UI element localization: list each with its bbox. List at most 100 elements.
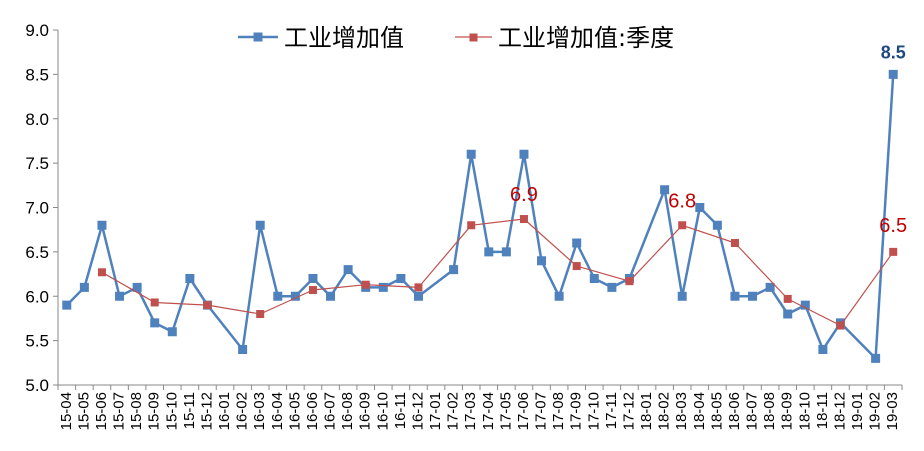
x-tick-label: 15-09 [146, 392, 163, 430]
series-1-point [554, 291, 564, 301]
series-2-point [783, 294, 792, 303]
series-1-point [537, 256, 547, 266]
series-1-point [290, 291, 300, 301]
legend-item-series-1: 工业增加值 [238, 24, 404, 52]
series-1-point [396, 274, 406, 283]
y-tick-label: 5.0 [25, 376, 49, 395]
series-1-point [677, 291, 687, 301]
x-tick-label: 16-10 [374, 392, 391, 430]
series-1-point [589, 274, 599, 283]
x-tick-label: 18-04 [691, 392, 708, 430]
x-tick-label: 16-04 [269, 392, 286, 430]
series-1-point [466, 149, 476, 159]
x-tick-label: 19-02 [867, 392, 884, 430]
x-tick-label: 16-01 [216, 392, 233, 430]
series-1-point [326, 291, 336, 301]
series-1-point [888, 69, 898, 79]
x-tick-label: 18-01 [638, 392, 655, 430]
x-tick-label: 15-07 [111, 392, 128, 430]
y-tick-label: 8.0 [25, 110, 49, 129]
x-tick-label: 17-06 [515, 392, 532, 430]
x-tick-label: 17-04 [480, 392, 497, 430]
series-2-point [308, 286, 317, 295]
data-label: 6.8 [668, 190, 696, 212]
series-2-point [414, 283, 423, 292]
axes: 5.05.56.06.57.07.58.08.59.015-04 15-05 15-… [25, 21, 903, 430]
series-1-point [730, 291, 740, 301]
series-1-point [97, 220, 107, 230]
series-2-point [678, 221, 687, 230]
series-1-point [255, 220, 265, 230]
series-1-point [800, 300, 810, 310]
x-tick-label: 17-05 [497, 392, 514, 430]
x-tick-label: 18-05 [708, 392, 725, 430]
series-1-point [695, 203, 705, 212]
x-tick-label: 17-11 [603, 392, 620, 429]
series-2-point [836, 321, 845, 330]
series-1-point [484, 247, 494, 257]
x-tick-label: 18-02 [656, 392, 673, 430]
series-1-point [818, 345, 828, 354]
x-tick-label: 16-02 [234, 392, 251, 430]
series-2-point [150, 298, 159, 307]
series-1 [62, 69, 898, 363]
x-tick-label: 16-09 [357, 392, 374, 430]
y-tick-label: 5.5 [25, 332, 49, 351]
legend-item-series-2: 工业增加值:季度 [455, 24, 674, 52]
series-2-point [730, 239, 739, 247]
series-1-point [607, 282, 617, 292]
x-tick-label: 15-11 [181, 392, 198, 429]
x-tick-label: 15-08 [128, 392, 145, 430]
x-tick-label: 18-08 [761, 392, 778, 430]
series-1-point [413, 291, 423, 301]
x-tick-label: 15-05 [75, 392, 92, 430]
legend: 工业增加值 工业增加值:季度 [238, 24, 674, 52]
x-tick-label: 15-04 [58, 392, 75, 430]
y-tick-label: 7.0 [25, 199, 49, 218]
y-tick-label: 6.0 [25, 287, 49, 306]
data-label: 6.5 [879, 215, 907, 237]
x-tick-label: 16-07 [322, 392, 339, 430]
series-1-point [150, 318, 160, 328]
y-tick-label: 8.5 [25, 65, 49, 84]
series-2-point [256, 310, 265, 318]
series-2 [97, 215, 898, 330]
series-1-point [62, 300, 72, 310]
series-2-point [361, 280, 370, 289]
x-tick-label: 16-12 [409, 392, 426, 430]
x-tick-label: 16-03 [251, 392, 268, 430]
series-1-point [748, 291, 758, 301]
x-tick-label: 17-02 [445, 392, 462, 430]
series-1-point [449, 265, 459, 275]
series-1-point [660, 185, 670, 195]
series-1-point [308, 274, 318, 283]
data-label: 6.9 [510, 184, 538, 206]
x-tick-label: 18-03 [673, 392, 690, 430]
x-tick-label: 18-12 [831, 392, 848, 430]
series-1-point [273, 291, 283, 301]
series-1-point [343, 265, 353, 275]
x-tick-label: 17-07 [533, 392, 550, 430]
data-label: 8.5 [881, 42, 906, 62]
series-2-point [572, 262, 581, 271]
x-tick-label: 17-10 [585, 392, 602, 430]
x-tick-label: 16-05 [286, 392, 303, 430]
x-tick-label: 18-10 [796, 392, 813, 430]
data-labels: 8.5 6.9 6.8 6.5 [510, 42, 907, 237]
series-1-point [871, 353, 881, 363]
series-2-line [101, 218, 894, 327]
y-tick-label: 6.5 [25, 243, 49, 262]
series-1-line [65, 74, 895, 360]
series-1-point [378, 282, 388, 292]
series-1-point [185, 274, 195, 283]
series-1-point [132, 282, 142, 292]
series-1-point [115, 291, 125, 301]
legend-label-series-1: 工业增加值 [284, 24, 404, 52]
series-1-point [167, 327, 177, 337]
series-1-point [238, 345, 248, 354]
series-layer [62, 69, 898, 363]
series-1-point [501, 247, 511, 257]
series-1-point [783, 309, 793, 319]
legend-marker-series-2 [469, 33, 478, 42]
series-2-point [203, 301, 212, 310]
